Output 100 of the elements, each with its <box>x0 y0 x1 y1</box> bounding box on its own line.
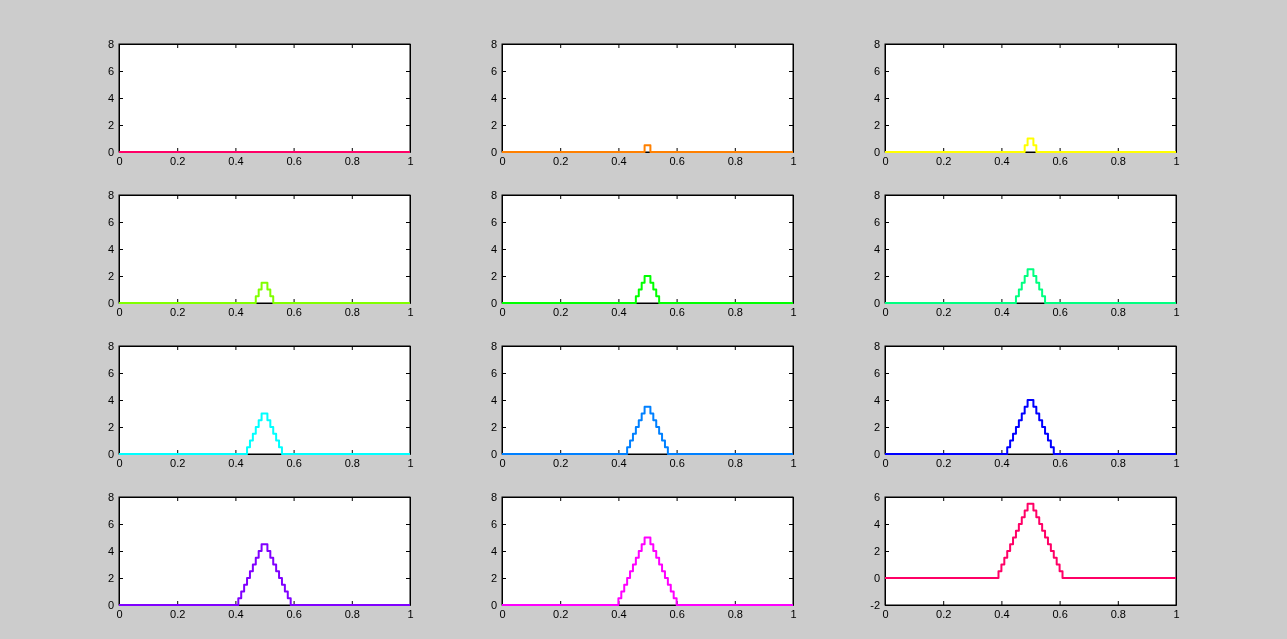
x-tick-label: 0.2 <box>170 154 186 167</box>
y-tick-label: 8 <box>490 38 497 51</box>
y-tick-label: 8 <box>873 38 880 51</box>
y-tick-label: 0 <box>490 146 497 159</box>
x-tick-label: 0.2 <box>553 456 569 469</box>
x-tick-label: 0.8 <box>727 154 743 167</box>
y-tick-label: 2 <box>107 421 114 434</box>
x-tick-label: 0 <box>116 305 123 318</box>
x-tick-label: 0.8 <box>1110 607 1126 620</box>
y-tick-label: 2 <box>490 270 497 283</box>
y-tick-label: 2 <box>873 545 880 558</box>
y-tick-label: 8 <box>490 340 497 353</box>
x-tick-label: 0.4 <box>228 456 244 469</box>
x-tick-label: 1 <box>1173 607 1180 620</box>
y-tick-label: 6 <box>107 216 114 229</box>
y-tick-label: 2 <box>873 270 880 283</box>
x-tick-label: 1 <box>790 305 797 318</box>
y-tick-label: 4 <box>107 243 114 256</box>
x-tick-label: 0.2 <box>170 607 186 620</box>
x-tick-label: 1 <box>790 154 797 167</box>
x-tick-label: 0 <box>116 456 123 469</box>
y-tick-label: 6 <box>873 491 880 504</box>
x-tick-label: 0 <box>116 607 123 620</box>
x-tick-label: 0 <box>882 154 889 167</box>
y-tick-label: 0 <box>490 599 497 612</box>
y-tick-label: 4 <box>490 92 497 105</box>
y-tick-label: 4 <box>490 394 497 407</box>
x-tick-label: 0.8 <box>727 607 743 620</box>
x-tick-label: 0.4 <box>994 305 1010 318</box>
x-tick-label: 0.2 <box>553 607 569 620</box>
x-tick-label: 0 <box>882 305 889 318</box>
x-tick-label: 1 <box>407 154 414 167</box>
x-tick-label: 1 <box>407 456 414 469</box>
y-tick-label: 2 <box>490 421 497 434</box>
y-tick-label: 4 <box>107 394 114 407</box>
y-tick-label: 2 <box>107 572 114 585</box>
y-tick-label: 2 <box>490 119 497 132</box>
x-tick-label: 0.6 <box>1052 154 1068 167</box>
y-tick-label: 8 <box>107 38 114 51</box>
y-tick-label: 6 <box>873 65 880 78</box>
x-tick-label: 0 <box>499 305 506 318</box>
x-tick-label: 0.4 <box>611 456 627 469</box>
x-tick-label: 0.4 <box>228 305 244 318</box>
y-tick-label: 4 <box>107 92 114 105</box>
y-tick-label: 0 <box>490 297 497 310</box>
y-tick-label: 0 <box>107 146 114 159</box>
x-tick-label: 0.8 <box>727 456 743 469</box>
y-tick-label: 6 <box>107 518 114 531</box>
y-tick-label: 8 <box>873 189 880 202</box>
x-tick-label: 0.2 <box>936 154 952 167</box>
x-tick-label: 1 <box>1173 456 1180 469</box>
x-tick-label: 0 <box>116 154 123 167</box>
x-tick-label: 0.6 <box>286 456 302 469</box>
x-tick-label: 0.8 <box>1110 154 1126 167</box>
x-tick-label: 0.6 <box>669 456 685 469</box>
y-tick-label: 2 <box>873 421 880 434</box>
x-tick-label: 0.6 <box>669 305 685 318</box>
x-tick-label: 0.4 <box>611 305 627 318</box>
y-tick-label: 4 <box>873 243 880 256</box>
x-tick-label: 0.8 <box>344 456 360 469</box>
x-tick-label: 0.8 <box>344 607 360 620</box>
x-tick-label: 1 <box>407 305 414 318</box>
y-tick-label: 4 <box>873 92 880 105</box>
y-tick-label: 4 <box>107 545 114 558</box>
y-tick-label: 8 <box>107 189 114 202</box>
x-tick-label: 0.4 <box>228 154 244 167</box>
x-tick-label: 0.2 <box>936 607 952 620</box>
y-tick-label: 6 <box>490 216 497 229</box>
y-tick-label: 6 <box>873 367 880 380</box>
y-tick-label: 4 <box>873 394 880 407</box>
x-tick-label: 0.2 <box>553 305 569 318</box>
x-tick-label: 0.6 <box>286 305 302 318</box>
x-tick-label: 0.6 <box>286 607 302 620</box>
y-tick-label: 8 <box>873 340 880 353</box>
x-tick-label: 0.2 <box>936 456 952 469</box>
y-tick-label: 6 <box>107 367 114 380</box>
x-tick-label: 0 <box>882 607 889 620</box>
y-tick-label: 2 <box>873 119 880 132</box>
x-tick-label: 0 <box>499 456 506 469</box>
y-tick-label: 0 <box>490 448 497 461</box>
x-tick-label: 0.2 <box>936 305 952 318</box>
y-tick-label: 8 <box>107 491 114 504</box>
x-tick-label: 0.2 <box>170 305 186 318</box>
y-tick-label: 6 <box>107 65 114 78</box>
x-tick-label: 1 <box>407 607 414 620</box>
y-tick-label: 0 <box>107 297 114 310</box>
y-tick-label: 6 <box>490 367 497 380</box>
x-tick-label: 0.6 <box>1052 305 1068 318</box>
y-tick-label: 0 <box>107 599 114 612</box>
y-tick-label: 6 <box>873 216 880 229</box>
x-tick-label: 0.4 <box>994 607 1010 620</box>
x-tick-label: 0.8 <box>344 154 360 167</box>
x-tick-label: 0.8 <box>344 305 360 318</box>
x-tick-label: 0.8 <box>727 305 743 318</box>
x-tick-label: 1 <box>1173 154 1180 167</box>
y-tick-label: -2 <box>870 599 880 612</box>
x-tick-label: 0.6 <box>1052 456 1068 469</box>
x-tick-label: 0.4 <box>228 607 244 620</box>
y-tick-label: 2 <box>490 572 497 585</box>
x-tick-label: 0 <box>499 154 506 167</box>
